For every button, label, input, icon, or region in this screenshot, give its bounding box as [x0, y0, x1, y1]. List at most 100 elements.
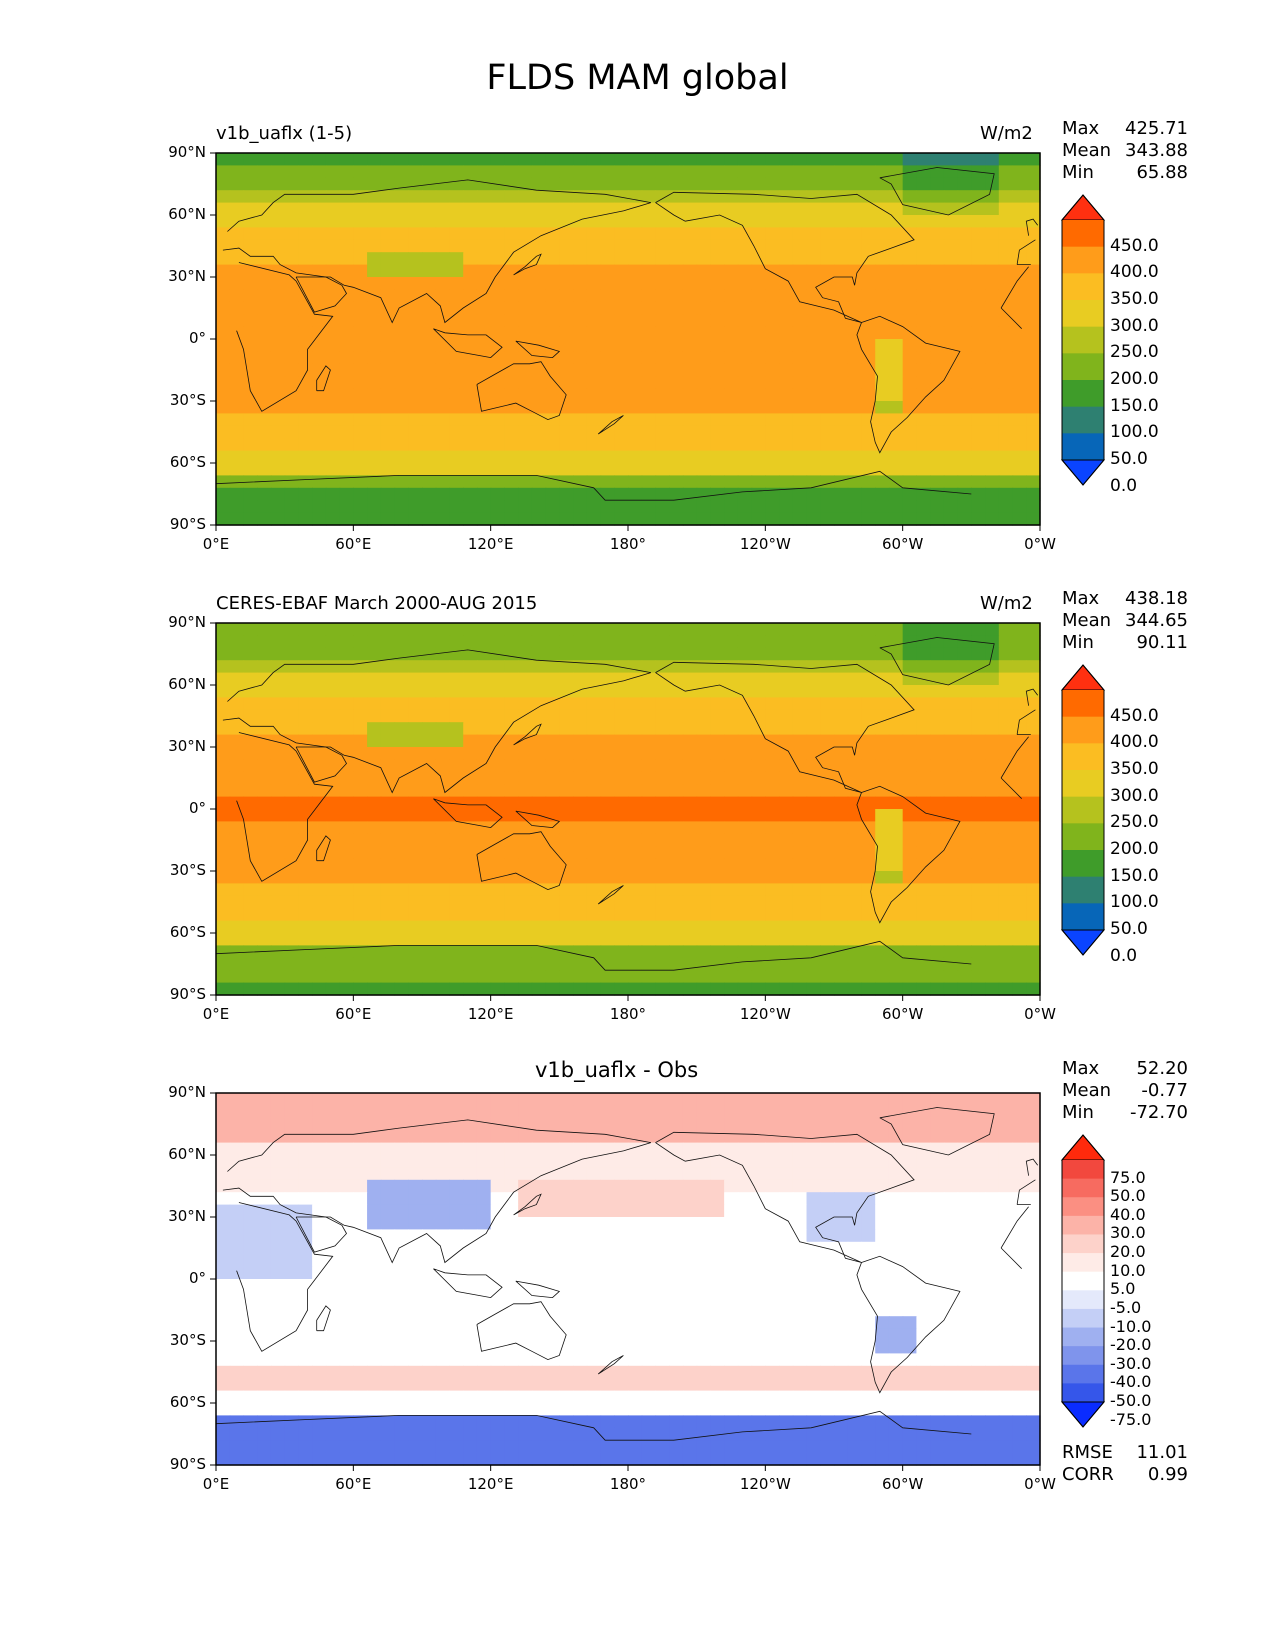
field-cell: [353, 1279, 368, 1292]
field-cell: [985, 945, 1000, 959]
field-cell: [628, 1192, 643, 1206]
field-cell: [628, 1279, 643, 1292]
field-cell: [971, 747, 986, 760]
field-cell: [669, 1142, 684, 1156]
field-cell: [902, 1328, 917, 1342]
field-cell: [916, 933, 931, 946]
field-cell: [696, 1303, 711, 1317]
field-cell: [888, 933, 904, 946]
field-cell: [435, 475, 451, 489]
field-cell: [765, 1117, 780, 1131]
field-cell: [284, 1204, 299, 1218]
field-cell: [861, 672, 876, 686]
field-cell: [353, 747, 368, 760]
field-cell: [476, 647, 492, 661]
field-cell: [518, 784, 533, 798]
field-cell: [971, 796, 986, 810]
field-cell: [806, 1316, 821, 1330]
field-cell: [353, 1130, 368, 1144]
field-cell: [820, 945, 835, 959]
field-cell: [943, 697, 959, 711]
field-cell: [408, 846, 423, 860]
field-cell: [806, 1155, 821, 1168]
field-cell: [737, 1303, 753, 1317]
field-cell: [545, 771, 560, 785]
field-cell: [312, 970, 327, 984]
field-cell: [367, 1229, 382, 1243]
field-cell: [861, 1229, 876, 1243]
field-cell: [243, 933, 258, 946]
field-cell: [270, 771, 286, 785]
field-cell: [669, 647, 684, 661]
field-cell: [367, 1316, 382, 1330]
field-cell: [779, 809, 794, 822]
field-cell: [875, 920, 890, 934]
field-cell: [710, 784, 725, 798]
field-cell: [408, 1279, 423, 1292]
field-cell: [449, 722, 464, 736]
field-cell: [943, 970, 959, 984]
field-cell: [490, 1328, 505, 1342]
field-cell: [998, 858, 1014, 872]
field-cell: [930, 1303, 945, 1317]
field-cell: [820, 1142, 835, 1156]
field-cell: [257, 635, 272, 649]
field-cell: [325, 1117, 341, 1131]
field-cell: [504, 1229, 519, 1243]
field-cell: [834, 846, 849, 860]
lon-tick-label: 60°W: [881, 1005, 924, 1023]
field-cell: [943, 920, 959, 934]
field-cell: [930, 709, 945, 723]
field-cell: [985, 1229, 1000, 1243]
field-cell: [573, 1179, 588, 1193]
field-cell: [380, 821, 396, 835]
field-cell: [806, 908, 821, 922]
field-cell: [765, 1291, 780, 1305]
field-cell: [765, 709, 780, 723]
colorbar-label: 100.0: [1110, 892, 1159, 913]
field-cell: [971, 1291, 986, 1305]
field-cell: [943, 982, 959, 996]
field-cell: [696, 920, 711, 934]
field-cell: [957, 796, 972, 810]
field-cell: [490, 1179, 505, 1193]
field-cell: [957, 1117, 972, 1131]
field-cell: [504, 722, 519, 736]
field-cell: [463, 697, 478, 711]
field-cell: [229, 858, 245, 872]
field-cell: [792, 796, 808, 810]
field-cell: [943, 1229, 959, 1243]
field-cell: [270, 883, 286, 897]
field-cell: [710, 500, 725, 514]
field-cell: [737, 759, 753, 773]
field-cell: [943, 1093, 959, 1106]
field-cell: [930, 895, 945, 909]
field-cell: [531, 1105, 547, 1119]
field-cell: [779, 1254, 794, 1268]
field-cell: [943, 895, 959, 909]
field-cell: [408, 1167, 423, 1181]
field-cell: [861, 1179, 876, 1193]
field-cell: [325, 1217, 341, 1230]
field-cell: [216, 945, 231, 959]
field-cell: [325, 747, 341, 760]
field-cell: [614, 945, 629, 959]
field-cell: [641, 833, 657, 847]
field-cell: [724, 685, 739, 698]
field-cell: [476, 858, 492, 872]
field-cell: [682, 1204, 698, 1218]
colorbar-label: 450.0: [1110, 235, 1159, 256]
field-cell: [367, 1204, 382, 1218]
field-cell: [353, 1093, 368, 1106]
field-cell: [353, 908, 368, 922]
field-cell: [422, 697, 437, 711]
field-cell: [641, 1130, 657, 1144]
field-cell: [257, 1167, 272, 1181]
field-cell: [792, 722, 808, 736]
field-cell: [861, 1254, 876, 1268]
field-cell: [1012, 500, 1027, 514]
field-cell: [380, 1279, 396, 1292]
field-cell: [710, 920, 725, 934]
field-cell: [998, 1229, 1014, 1243]
lon-tick-label: 180°: [609, 535, 647, 553]
